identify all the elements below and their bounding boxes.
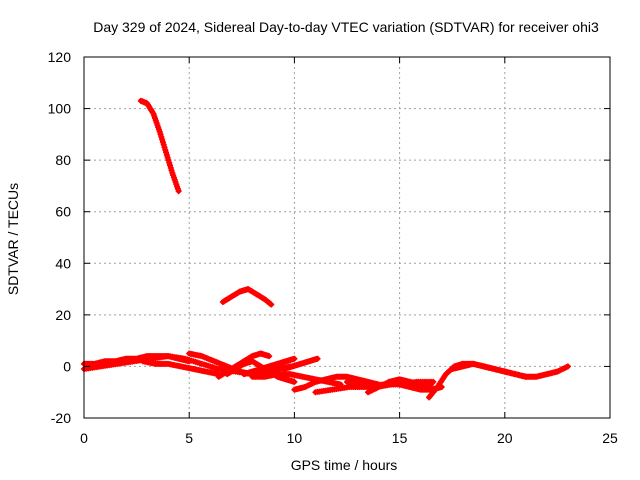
series-arc-high xyxy=(137,97,182,195)
y-tick-label: 80 xyxy=(55,152,71,168)
x-tick-label: 0 xyxy=(80,430,88,446)
y-tick-label: 60 xyxy=(55,204,71,220)
data-point xyxy=(564,363,571,370)
series-arc-g xyxy=(240,355,298,378)
y-axis-label: SDTVAR / TECUs xyxy=(5,183,21,295)
x-tick-label: 5 xyxy=(185,430,193,446)
y-tick-label: 120 xyxy=(48,49,72,65)
series-arc-i xyxy=(291,373,382,393)
series-arc-bump xyxy=(219,286,275,308)
series-arc-p xyxy=(449,360,571,380)
data-point xyxy=(428,381,435,388)
y-tick-label: 100 xyxy=(48,101,72,117)
x-axis-label: GPS time / hours xyxy=(291,457,398,473)
x-tick-label: 20 xyxy=(497,430,513,446)
data-point xyxy=(291,355,298,362)
y-tick-label: 0 xyxy=(63,358,71,374)
x-tick-label: 10 xyxy=(287,430,303,446)
chart-title: Day 329 of 2024, Sidereal Day-to-day VTE… xyxy=(93,19,599,35)
x-tick-label: 15 xyxy=(392,430,408,446)
series-arc-c xyxy=(139,358,222,378)
data-point xyxy=(314,355,321,362)
plot-frame xyxy=(83,56,611,419)
series-arc-j xyxy=(280,355,321,373)
y-tick-label: 40 xyxy=(55,255,71,271)
ticks-layer: 0 5 10 15 20 25 -20 0 20 40 60 80 100 120 xyxy=(48,49,618,446)
y-tick-label: -20 xyxy=(51,410,71,426)
data-point xyxy=(291,378,298,385)
series-arc-b xyxy=(81,353,256,378)
data-point xyxy=(175,188,182,195)
data-layer xyxy=(81,97,571,401)
data-point xyxy=(268,301,275,308)
data-point xyxy=(266,353,273,360)
x-tick-label: 25 xyxy=(602,430,618,446)
y-tick-label: 20 xyxy=(55,307,71,323)
